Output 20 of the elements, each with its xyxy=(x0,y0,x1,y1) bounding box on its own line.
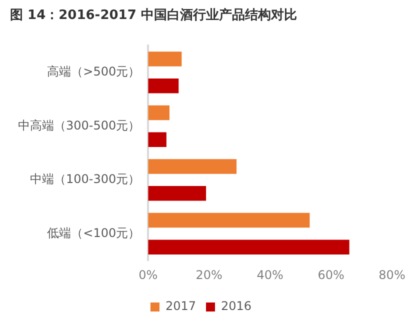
bar xyxy=(148,132,166,148)
bar xyxy=(148,159,237,174)
bar xyxy=(148,186,206,201)
legend-label: 2016 xyxy=(221,299,252,314)
bar xyxy=(148,240,350,255)
x-tick-label: 40% xyxy=(256,268,284,282)
y-tick-label: 中高端（300-500元） xyxy=(18,118,140,132)
y-tick-label: 低端（<100元） xyxy=(47,226,140,240)
x-tick-label: 60% xyxy=(318,268,344,282)
y-tick-label: 中端（100-300元） xyxy=(30,172,140,186)
x-tick-label: 0% xyxy=(138,268,158,282)
chart-title: 图 14：2016-2017 中国白酒行业产品结构对比 xyxy=(10,7,297,24)
x-tick-label: 80% xyxy=(378,268,406,282)
legend-label: 2017 xyxy=(165,299,196,314)
y-tick-label: 高端（>500元） xyxy=(47,64,140,79)
bar xyxy=(148,212,310,228)
bar xyxy=(148,52,182,66)
x-tick-label: 20% xyxy=(196,268,222,282)
bar xyxy=(148,105,170,120)
bar xyxy=(148,78,179,94)
